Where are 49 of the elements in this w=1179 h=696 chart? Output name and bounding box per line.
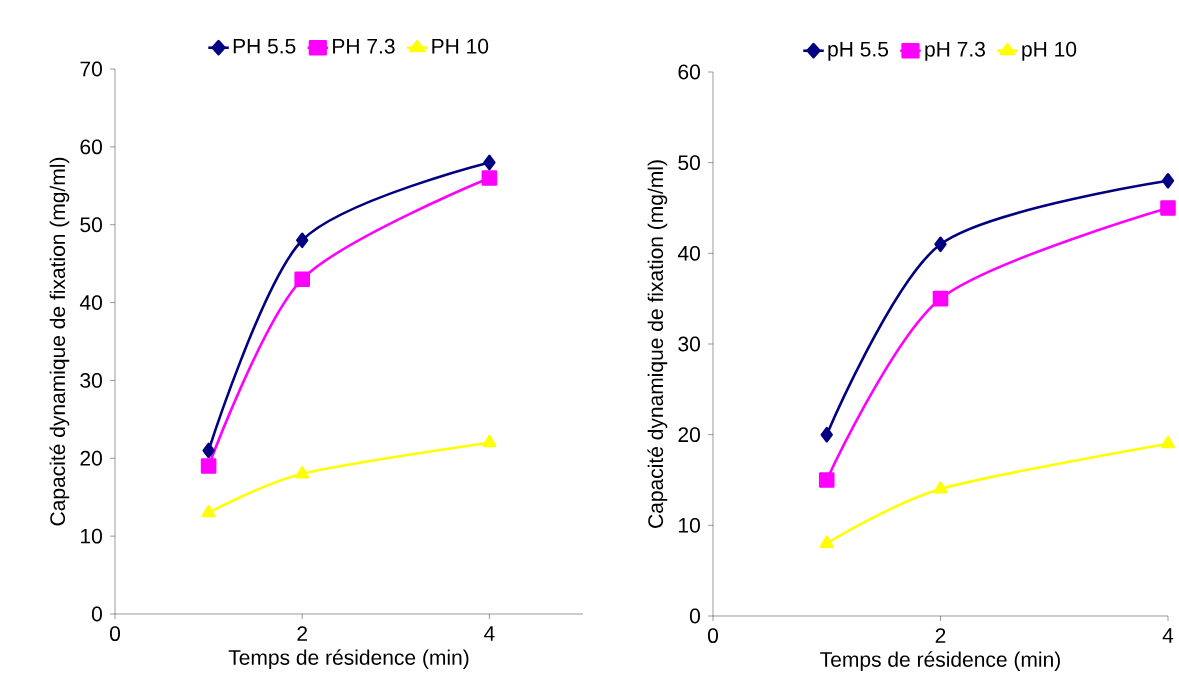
- y-tick-label: 50: [80, 217, 102, 233]
- x-axis-title: Temps de résidence (min): [228, 649, 469, 670]
- y-tick-label: 0: [91, 606, 102, 622]
- y-axis-title: Capacité dynamique de fixation (mg/ml): [49, 157, 70, 526]
- x-tick-label: 0: [707, 628, 719, 644]
- x-tick-label: 4: [1162, 628, 1174, 643]
- y-tick-label: 70: [80, 61, 102, 77]
- x-tick-label: 2: [297, 626, 307, 641]
- y-axis-title: Capacité dynamique de fixation (mg/ml): [647, 160, 668, 528]
- point: [932, 290, 949, 307]
- point: [1161, 172, 1175, 189]
- point: [1160, 200, 1176, 216]
- y-tick-label: 40: [79, 295, 102, 310]
- point: [202, 442, 215, 459]
- x-axis-title: Temps de résidence (min): [820, 651, 1060, 672]
- point: [934, 236, 947, 253]
- y-tick-label: 40: [677, 245, 700, 261]
- legend-label: pH 10: [1022, 41, 1077, 61]
- x-tick-label: 4: [484, 626, 495, 641]
- y-tick-label: 60: [678, 64, 700, 80]
- y-tick-label: 0: [689, 608, 700, 624]
- legend-label: PH 7.3: [333, 38, 395, 54]
- point: [818, 472, 835, 488]
- x-tick-label: 0: [109, 626, 121, 642]
- y-tick-label: 20: [80, 450, 102, 466]
- x-tick-label: 2: [935, 628, 946, 643]
- legend-label: PH 5.5: [233, 38, 296, 54]
- point: [296, 232, 309, 249]
- point: [483, 154, 496, 171]
- y-tick-label: 30: [678, 336, 700, 352]
- y-tick-label: 20: [678, 427, 700, 443]
- point: [933, 481, 948, 494]
- point: [201, 504, 216, 518]
- point: [294, 271, 310, 288]
- point: [482, 434, 497, 448]
- point: [481, 170, 498, 186]
- point: [819, 535, 834, 549]
- legend-label: pH 5.5: [828, 41, 889, 61]
- point: [295, 466, 310, 479]
- y-tick-label: 10: [81, 528, 102, 544]
- point: [200, 458, 217, 474]
- y-tick-label: 60: [80, 139, 102, 155]
- y-tick-label: 10: [679, 517, 700, 533]
- point: [1161, 435, 1175, 449]
- y-tick-label: 50: [678, 155, 700, 171]
- point: [820, 426, 833, 443]
- legend-label: PH 10: [432, 38, 489, 54]
- legend-label: pH 7.3: [925, 41, 985, 61]
- y-tick-label: 30: [80, 372, 102, 388]
